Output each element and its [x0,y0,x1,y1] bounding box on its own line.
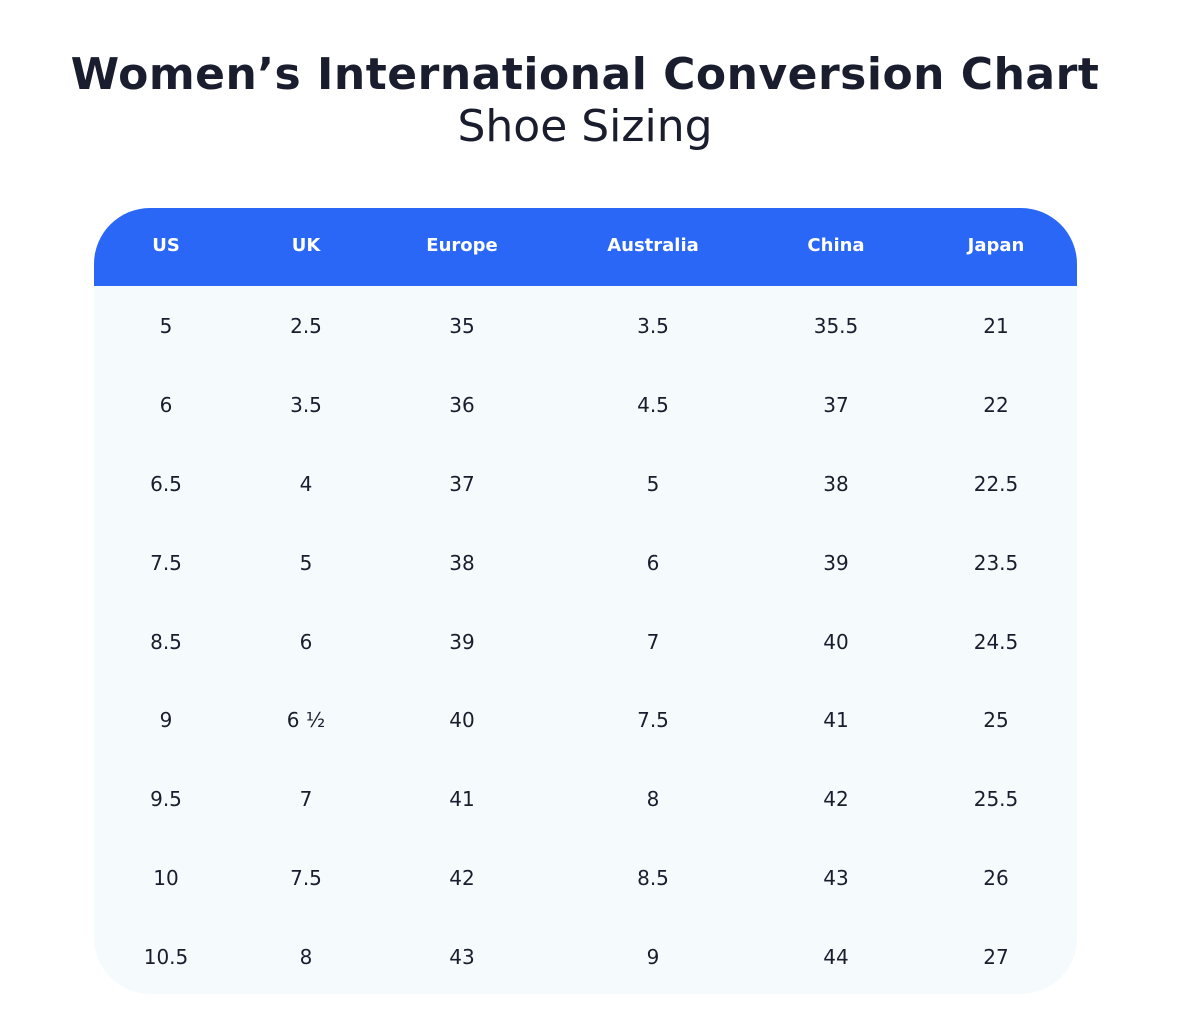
table-row: 10 7.5 42 8.5 43 26 [94,838,1077,916]
table-row: 6.5 4 37 5 38 22.5 [94,444,1077,522]
cell-uk: 8 [299,945,313,969]
cell-us: 9.5 [150,787,182,811]
table-row: 6 3.5 36 4.5 37 22 [94,365,1077,443]
cell-japan: 22.5 [973,472,1019,496]
cell-china: 41 [823,708,849,732]
cell-australia: 9 [646,945,660,969]
cell-japan: 25 [983,708,1009,732]
table-row: 10.5 8 43 9 44 27 [94,917,1077,994]
cell-europe: 41 [449,787,475,811]
cell-australia: 4.5 [637,393,669,417]
column-header-japan: Japan [967,235,1025,256]
cell-australia: 8.5 [637,866,669,890]
cell-uk: 6 [299,630,313,654]
cell-us: 6.5 [150,472,182,496]
cell-china: 42 [823,787,849,811]
table-row: 9.5 7 41 8 42 25.5 [94,759,1077,837]
cell-europe: 43 [449,945,475,969]
column-header-us: US [152,235,180,256]
cell-uk: 7 [299,787,313,811]
cell-china: 43 [823,866,849,890]
cell-europe: 35 [449,314,475,338]
cell-japan: 22 [983,393,1009,417]
cell-europe: 36 [449,393,475,417]
cell-china: 38 [823,472,849,496]
cell-japan: 21 [983,314,1009,338]
cell-australia: 5 [646,472,660,496]
cell-japan: 26 [983,866,1009,890]
cell-us: 6 [159,393,173,417]
conversion-table: US UK Europe Australia China Japan 5 2.5… [94,208,1077,994]
cell-us: 10 [153,866,179,890]
column-header-australia: Australia [607,235,699,256]
table-row: 7.5 5 38 6 39 23.5 [94,523,1077,601]
page-title: Women’s International Conversion Chart [70,49,1100,100]
cell-us: 8.5 [150,630,182,654]
table-header: US UK Europe Australia China Japan [94,208,1077,286]
cell-australia: 8 [646,787,660,811]
cell-uk: 7.5 [290,866,322,890]
cell-china: 37 [823,393,849,417]
table-row: 5 2.5 35 3.5 35.5 21 [94,286,1077,364]
cell-australia: 6 [646,551,660,575]
cell-australia: 3.5 [637,314,669,338]
cell-uk: 6 ½ [286,708,326,732]
cell-australia: 7.5 [637,708,669,732]
cell-japan: 23.5 [973,551,1019,575]
column-header-china: China [807,235,865,256]
cell-uk: 5 [299,551,313,575]
cell-china: 35.5 [813,314,859,338]
column-header-uk: UK [291,235,321,256]
column-header-europe: Europe [426,235,498,256]
page-subtitle: Shoe Sizing [457,101,713,152]
cell-europe: 38 [449,551,475,575]
cell-china: 39 [823,551,849,575]
cell-europe: 39 [449,630,475,654]
cell-japan: 27 [983,945,1009,969]
cell-us: 10.5 [143,945,189,969]
cell-us: 9 [159,708,173,732]
cell-us: 5 [159,314,173,338]
cell-china: 40 [823,630,849,654]
cell-europe: 42 [449,866,475,890]
cell-uk: 3.5 [290,393,322,417]
cell-japan: 24.5 [973,630,1019,654]
cell-europe: 40 [449,708,475,732]
table-row: 9 6 ½ 40 7.5 41 25 [94,680,1077,758]
cell-japan: 25.5 [973,787,1019,811]
cell-us: 7.5 [150,551,182,575]
cell-uk: 2.5 [290,314,322,338]
cell-australia: 7 [646,630,660,654]
cell-uk: 4 [299,472,313,496]
table-row: 8.5 6 39 7 40 24.5 [94,602,1077,680]
cell-europe: 37 [449,472,475,496]
cell-china: 44 [823,945,849,969]
